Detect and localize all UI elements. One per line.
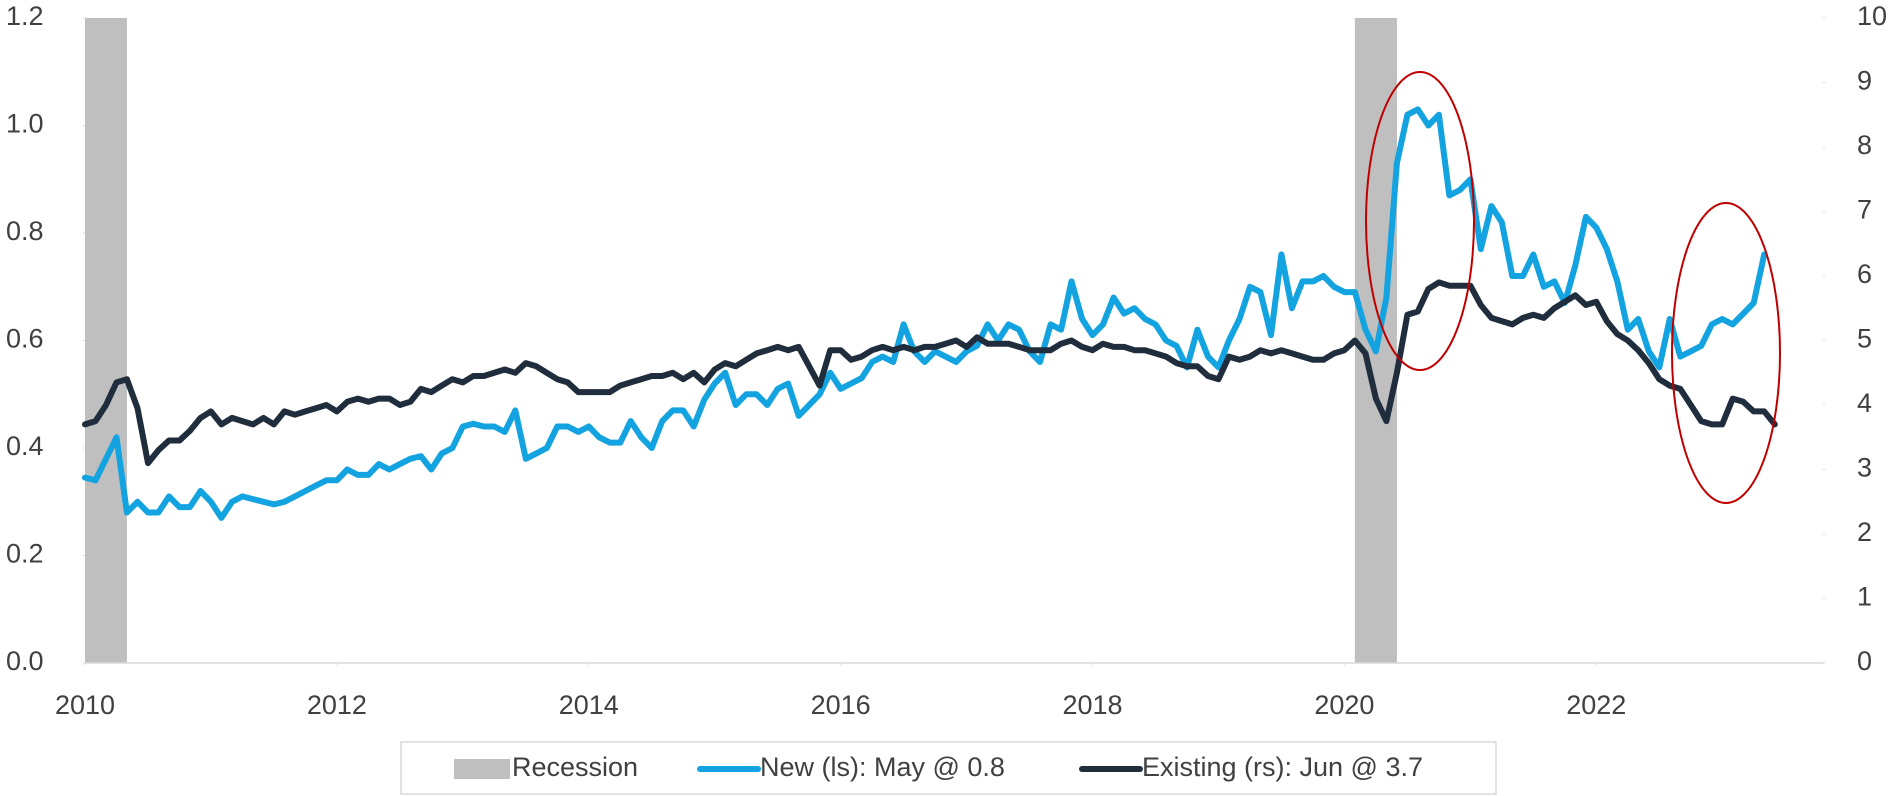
y2-tick-label: 4 xyxy=(1857,388,1872,418)
legend-label: Existing (rs): Jun @ 3.7 xyxy=(1142,752,1423,782)
x-tick-label: 2022 xyxy=(1566,690,1626,720)
x-tick-label: 2012 xyxy=(307,690,367,720)
y-tick-label: 0.6 xyxy=(6,324,44,354)
legend-swatch xyxy=(454,759,510,779)
series-line xyxy=(82,106,1768,521)
x-tick-label: 2016 xyxy=(811,690,871,720)
highlight-ellipse xyxy=(1365,71,1475,371)
y2-tick-label: 2 xyxy=(1857,517,1872,547)
y2-tick-label: 1 xyxy=(1857,582,1872,612)
y2-tick-label: 0 xyxy=(1857,646,1872,676)
y-tick-label: 0.4 xyxy=(6,431,44,461)
series-line xyxy=(82,279,1778,467)
highlight-ellipse xyxy=(1671,202,1781,504)
y2-tick-label: 6 xyxy=(1857,259,1872,289)
x-tick-label: 2010 xyxy=(55,690,115,720)
legend-box xyxy=(400,741,1497,795)
y2-tick-label: 3 xyxy=(1857,453,1872,483)
y2-tick-label: 7 xyxy=(1857,195,1872,225)
legend-label: Recession xyxy=(512,752,638,782)
y2-tick-label: 10 xyxy=(1857,1,1887,31)
y-tick-label: 0.8 xyxy=(6,216,44,246)
y2-tick-label: 8 xyxy=(1857,130,1872,160)
legend: Recession New (ls): May @ 0.8 Existing (rs… xyxy=(400,741,1497,795)
y2-tick-label: 5 xyxy=(1857,324,1872,354)
lines xyxy=(82,106,1778,521)
legend-label: New (ls): May @ 0.8 xyxy=(760,752,1005,782)
y2-tick-label: 9 xyxy=(1857,66,1872,96)
axes: 0.0 0.2 0.4 0.6 0.8 1.0 1.2 0 1 2 3 4 5 6 7 8 9 10 2010 201… xyxy=(6,1,1887,720)
x-tick-label: 2018 xyxy=(1062,690,1122,720)
y-tick-label: 1.0 xyxy=(6,109,44,139)
annotations xyxy=(1365,71,1781,504)
x-tick-label: 2020 xyxy=(1314,690,1374,720)
y-tick-label: 0.0 xyxy=(6,646,44,676)
y-tick-label: 1.2 xyxy=(6,1,44,31)
x-tick-label: 2014 xyxy=(559,690,619,720)
y-tick-label: 0.2 xyxy=(6,539,44,569)
recession-band xyxy=(85,18,127,663)
